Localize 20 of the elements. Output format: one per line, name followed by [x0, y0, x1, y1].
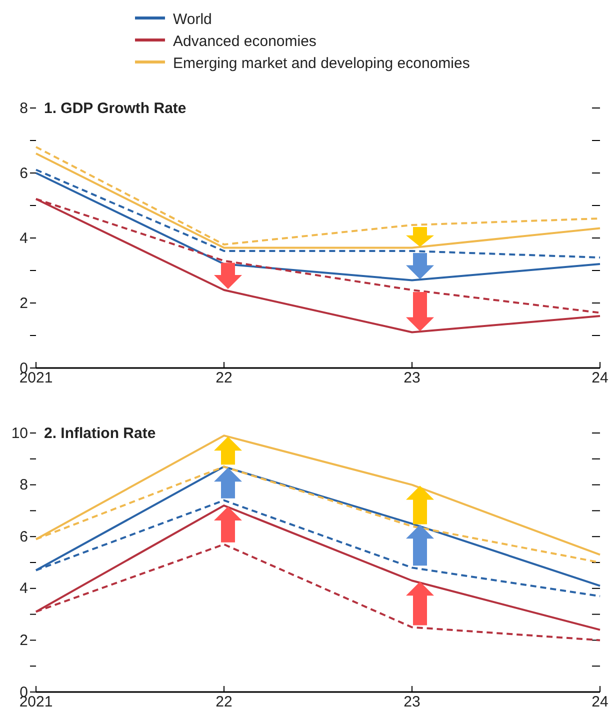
x-tick-label: 22 — [216, 694, 232, 711]
x-tick-label: 24 — [592, 370, 608, 387]
y-tick-label: 8 — [20, 476, 28, 494]
y-tick-label: 2 — [20, 632, 28, 649]
y-tick-label: 10 — [11, 424, 28, 442]
x-tick-label: 24 — [592, 694, 608, 711]
legend-label: Advanced economies — [173, 33, 316, 50]
x-tick-label: 23 — [404, 694, 420, 711]
legend-label: Emerging market and developing economies — [173, 55, 470, 72]
y-tick-label: 4 — [20, 230, 28, 247]
chart-title: 1. GDP Growth Rate — [44, 100, 186, 117]
y-tick-label: 6 — [20, 528, 28, 546]
y-tick-label: 2 — [20, 294, 28, 312]
chart-title: 2. Inflation Rate — [44, 425, 156, 442]
y-tick-label: 8 — [20, 100, 28, 117]
legend-label: World — [173, 11, 212, 28]
x-tick-label: 22 — [216, 370, 232, 387]
x-tick-label: 23 — [404, 370, 420, 387]
y-tick-label: 4 — [20, 580, 28, 598]
y-tick-label: 6 — [20, 164, 28, 182]
